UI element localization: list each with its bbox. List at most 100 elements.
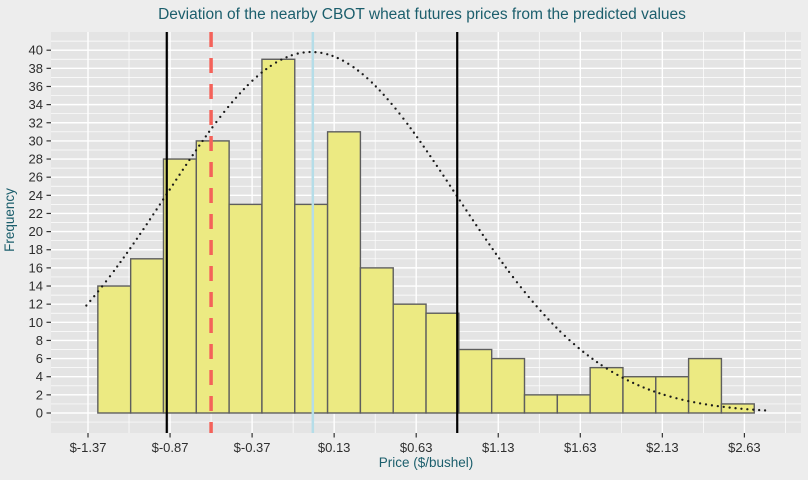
normal-curve-dot — [194, 149, 198, 152]
normal-curve-dot — [132, 242, 135, 245]
normal-curve-dot — [491, 247, 494, 251]
y-tick-label: 36 — [29, 79, 43, 94]
normal-curve-dot — [488, 243, 491, 246]
x-tick-label: $1.13 — [482, 440, 515, 455]
normal-curve-dot — [572, 343, 576, 346]
histogram-bar — [261, 58, 296, 414]
x-tick-label: $0.63 — [400, 440, 433, 455]
normal-curve-dot — [416, 136, 419, 139]
normal-curve-dot — [458, 199, 462, 202]
x-tick-label: $-1.37 — [70, 440, 107, 455]
y-tick-label: 8 — [36, 333, 43, 348]
y-tick-label: 2 — [36, 387, 43, 402]
normal-curve-dot — [148, 218, 152, 221]
x-tick-label: $-0.37 — [234, 440, 271, 455]
normal-curve-dot — [219, 115, 222, 119]
histogram-bar — [655, 376, 690, 414]
normal-curve-dot — [501, 261, 504, 265]
normal-curve-dot — [543, 314, 546, 317]
histogram-bar — [458, 348, 493, 414]
histogram-bar — [490, 357, 526, 414]
normal-curve-dot — [559, 330, 562, 333]
normal-curve-dot — [484, 238, 488, 241]
normal-curve-dot — [452, 189, 455, 192]
normal-curve-dot — [531, 300, 534, 303]
normal-curve-dot — [191, 154, 194, 157]
normal-curve-dot — [382, 93, 385, 96]
normal-curve-dot — [442, 174, 445, 177]
normal-curve-dot — [104, 280, 108, 283]
normal-curve-dot — [168, 188, 171, 191]
normal-curve-dot — [347, 62, 350, 65]
normal-curve-dot — [448, 184, 452, 187]
y-axis-title: Frequency — [2, 188, 17, 252]
normal-curve-dot — [647, 388, 651, 391]
chart-title: Deviation of the nearby CBOT wheat futur… — [158, 6, 686, 23]
normal-curve-dot — [370, 81, 374, 84]
normal-curve-dot — [663, 393, 666, 397]
normal-curve-dot — [402, 117, 405, 120]
normal-curve-dot — [352, 66, 355, 69]
normal-curve-dot — [207, 130, 211, 133]
normal-curve-dot — [215, 120, 218, 124]
normal-curve-dot — [314, 51, 317, 54]
normal-curve-dot — [366, 77, 369, 80]
normal-curve-dot — [471, 219, 475, 222]
x-tick-label: $0.13 — [318, 440, 351, 455]
normal-curve-dot — [419, 140, 422, 144]
normal-curve-dot — [519, 286, 523, 289]
normal-curve-dot — [758, 408, 761, 412]
normal-curve-dot — [356, 69, 360, 72]
normal-curve-dot — [425, 150, 429, 153]
normal-curve-dot — [265, 67, 268, 71]
normal-curve-dot — [461, 204, 465, 207]
normal-curve-dot — [475, 224, 478, 227]
normal-curve-dot — [412, 131, 416, 134]
normal-curve-dot — [465, 209, 468, 212]
normal-curve-dot — [652, 390, 656, 393]
y-tick-label: 6 — [36, 351, 43, 366]
normal-curve-dot — [296, 52, 299, 55]
normal-curve-dot — [230, 101, 234, 104]
histogram-bar — [228, 203, 263, 414]
normal-curve-dot — [675, 397, 678, 400]
normal-curve-dot — [687, 399, 690, 403]
normal-curve-dot — [586, 354, 589, 357]
y-tick-label: 38 — [29, 61, 43, 76]
normal-curve-dot — [432, 159, 435, 163]
normal-curve-dot — [740, 407, 743, 410]
histogram-bar — [359, 267, 394, 414]
normal-curve-dot — [710, 404, 714, 407]
normal-curve-dot — [669, 395, 672, 398]
histogram-bar — [425, 312, 460, 414]
histogram-bar — [326, 131, 362, 414]
normal-curve-dot — [198, 144, 201, 147]
y-tick-label: 14 — [29, 279, 43, 294]
normal-curve-dot — [184, 163, 188, 167]
normal-curve-dot — [302, 51, 305, 54]
normal-curve-dot — [504, 266, 507, 269]
y-tick-label: 16 — [29, 260, 43, 275]
normal-curve-dot — [251, 79, 254, 82]
normal-curve-dot — [320, 51, 323, 55]
histogram-bar — [523, 394, 559, 414]
normal-curve-dot — [108, 275, 112, 278]
normal-curve-dot — [234, 96, 238, 99]
normal-curve-dot — [326, 53, 329, 56]
normal-curve-dot — [535, 305, 538, 308]
normal-curve-dot — [722, 405, 725, 409]
normal-curve-dot — [704, 403, 708, 406]
y-tick-label: 22 — [29, 206, 43, 221]
normal-curve-dot — [605, 367, 609, 370]
normal-curve-dot — [238, 92, 242, 95]
normal-curve-dot — [595, 360, 599, 364]
normal-curve-dot — [681, 398, 684, 401]
normal-curve-dot — [122, 256, 125, 259]
normal-curve-dot — [145, 223, 148, 226]
normal-curve-dot — [439, 169, 442, 172]
normal-curve-dot — [631, 381, 635, 385]
normal-curve-dot — [547, 318, 550, 321]
normal-curve-dot — [178, 173, 181, 176]
normal-curve-dot — [511, 275, 515, 279]
